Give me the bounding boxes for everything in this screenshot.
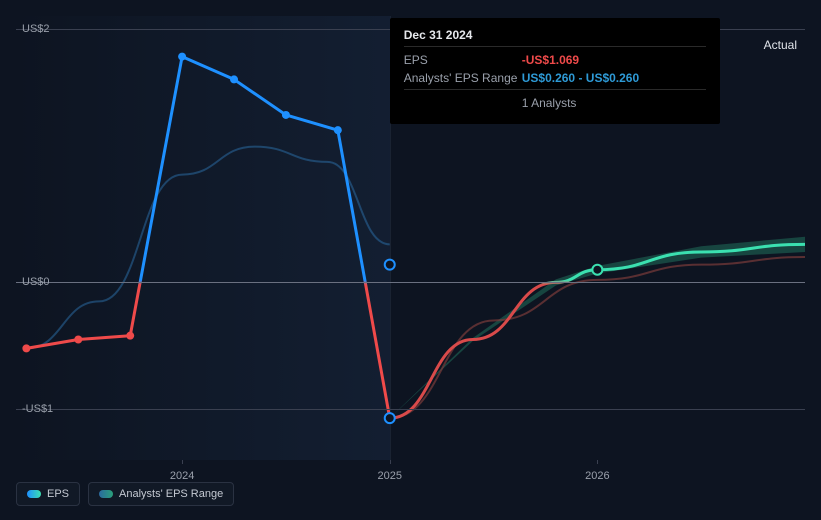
chart-container: Actual Analysts Forecasts -US$1US$0US$22… (0, 0, 821, 520)
y-axis-label: US$2 (22, 23, 50, 35)
eps-marker (126, 332, 134, 340)
tooltip-key: EPS (404, 51, 522, 69)
eps-marker (282, 111, 290, 119)
tooltip-key: Analysts' EPS Range (404, 69, 522, 87)
eps-marker (22, 344, 30, 352)
x-tick (390, 460, 391, 464)
hollow-marker (385, 413, 395, 423)
x-axis-label: 2025 (377, 470, 401, 482)
tooltip: Dec 31 2024 EPS-US$1.069Analysts' EPS Ra… (390, 18, 720, 124)
x-tick (597, 460, 598, 464)
y-axis-label: -US$1 (22, 403, 53, 415)
eps-smooth-line (26, 147, 389, 349)
eps-marker (334, 126, 342, 134)
tooltip-row: Analysts' EPS RangeUS$0.260 - US$0.260 (404, 69, 706, 87)
eps-marker (74, 335, 82, 343)
x-axis-label: 2026 (585, 470, 609, 482)
forecast-smooth-line (390, 257, 805, 418)
legend-swatch (27, 490, 41, 498)
tooltip-sub: 1 Analysts (522, 94, 706, 112)
tooltip-divider (404, 46, 706, 47)
eps-marker (178, 53, 186, 61)
eps-line (26, 57, 389, 419)
x-tick (182, 460, 183, 464)
tooltip-rows: EPS-US$1.069Analysts' EPS RangeUS$0.260 … (404, 51, 706, 87)
gridline (16, 282, 805, 283)
tooltip-divider-2 (404, 89, 706, 90)
hollow-marker (385, 260, 395, 270)
tooltip-value: US$0.260 - US$0.260 (522, 69, 639, 87)
gridline (16, 409, 805, 410)
tooltip-date: Dec 31 2024 (404, 28, 706, 42)
legend-label: Analysts' EPS Range (119, 488, 223, 500)
hollow-marker (592, 265, 602, 275)
tooltip-value: -US$1.069 (522, 51, 579, 69)
legend-swatch (99, 490, 113, 498)
legend-item[interactable]: EPS (16, 482, 80, 506)
legend: EPS Analysts' EPS Range (16, 482, 234, 506)
legend-item[interactable]: Analysts' EPS Range (88, 482, 234, 506)
eps-marker (230, 75, 238, 83)
tooltip-row: EPS-US$1.069 (404, 51, 706, 69)
y-axis-label: US$0 (22, 276, 50, 288)
x-axis-label: 2024 (170, 470, 194, 482)
legend-label: EPS (47, 488, 69, 500)
